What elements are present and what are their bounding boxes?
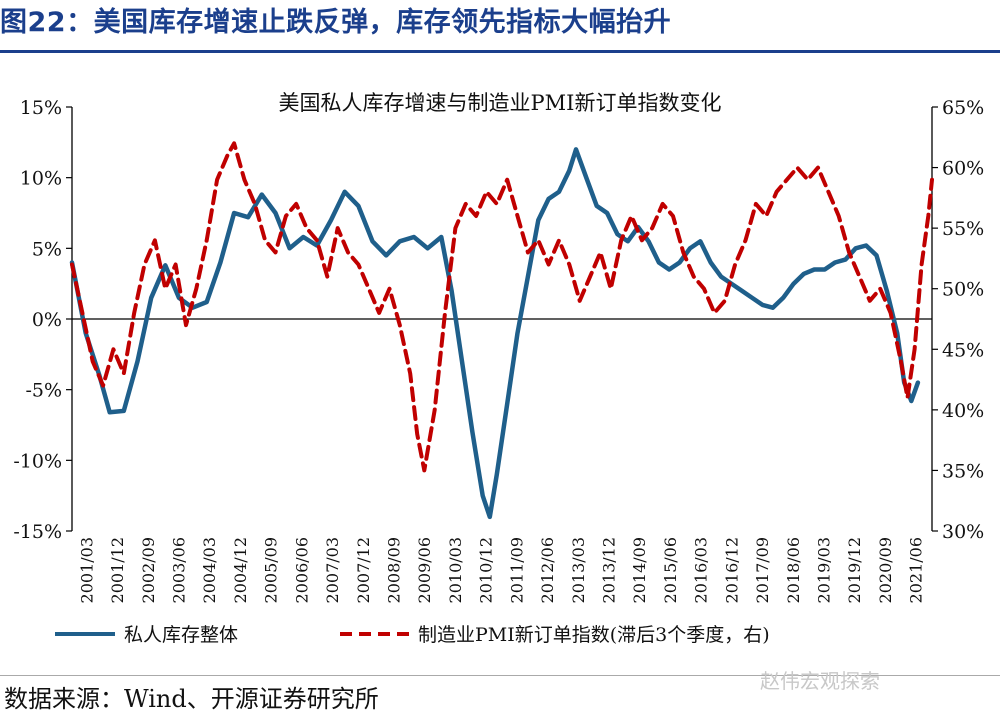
x-tick-label: 2015/06 — [661, 537, 680, 603]
x-tick-label: 2007/03 — [323, 537, 342, 603]
right-tick-label: 55% — [942, 218, 984, 240]
right-tick-label: 50% — [942, 279, 984, 301]
x-tick-label: 2017/09 — [753, 537, 772, 603]
footer-rule — [0, 675, 1000, 676]
right-tick-label: 45% — [942, 339, 984, 361]
legend-label-pmi: 制造业PMI新订单指数(滞后3个季度，右) — [418, 624, 770, 646]
x-tick-label: 2016/03 — [692, 537, 711, 603]
x-tick-label: 2011/09 — [507, 537, 526, 603]
x-tick-label: 2018/06 — [784, 537, 803, 603]
x-tick-label: 2010/12 — [477, 537, 496, 603]
x-tick-label: 2001/12 — [108, 537, 127, 603]
watermark: 赵伟宏观探索 — [760, 669, 880, 693]
x-tick-label: 2004/03 — [200, 537, 219, 603]
x-tick-label: 2016/12 — [722, 537, 741, 603]
x-tick-label: 2009/06 — [415, 537, 434, 603]
source-note: 数据来源：Wind、开源证券研究所 — [4, 685, 379, 713]
chart-title: 美国私人库存增速与制造业PMI新订单指数变化 — [279, 91, 722, 115]
x-tick-label: 2006/06 — [292, 537, 311, 603]
left-tick-label: 0% — [32, 309, 62, 331]
x-tick-label: 2010/03 — [446, 537, 465, 603]
x-tick-label: 2004/12 — [231, 537, 250, 603]
left-tick-label: -10% — [13, 450, 62, 472]
title-rule — [0, 50, 1000, 53]
x-tick-label: 2012/06 — [538, 537, 557, 603]
x-tick-label: 2019/12 — [845, 537, 864, 603]
x-axis-labels: 2001/03 2001/12 2002/09 2003/06 2004/03 2004/… — [77, 537, 925, 603]
left-tick-label: -15% — [13, 521, 62, 543]
x-tick-label: 2013/12 — [600, 537, 619, 603]
x-tick-label: 2001/03 — [77, 537, 96, 603]
x-tick-label: 2019/03 — [815, 537, 834, 603]
left-tick-label: 15% — [20, 97, 62, 119]
x-tick-label: 2021/06 — [907, 537, 926, 603]
left-tick-label: -5% — [25, 380, 62, 402]
right-tick-label: 65% — [942, 97, 984, 119]
right-tick-label: 30% — [942, 521, 984, 543]
series-line-inventory — [69, 147, 921, 520]
x-tick-label: 2020/09 — [876, 537, 895, 603]
x-tick-label: 2002/09 — [139, 537, 158, 603]
left-tick-label: 10% — [20, 168, 62, 190]
right-tick-label: 60% — [942, 158, 984, 180]
x-tick-label: 2014/09 — [630, 537, 649, 603]
right-tick-label: 35% — [942, 460, 984, 482]
x-tick-label: 2008/09 — [385, 537, 404, 603]
series-line-pmi — [70, 141, 934, 473]
axes: 15% 10% 5% 0% -5% -10% -15% 65% 60% 55% 50% 45% 40% 3… — [13, 97, 984, 543]
legend-label-inventory: 私人库存整体 — [124, 624, 238, 646]
chart: 美国私人库存增速与制造业PMI新订单指数变化 15% 10% 5% 0% -5% -10%… — [13, 91, 984, 646]
figure-title: 图22：美国库存增速止跌反弹，库存领先指标大幅抬升 — [0, 7, 672, 38]
legend: 私人库存整体 制造业PMI新订单指数(滞后3个季度，右) — [55, 624, 770, 646]
x-tick-label: 2013/03 — [569, 537, 588, 603]
x-tick-label: 2003/06 — [170, 537, 189, 603]
x-tick-label: 2007/12 — [354, 537, 373, 603]
x-tick-label: 2005/09 — [262, 537, 281, 603]
left-tick-label: 5% — [32, 238, 62, 260]
plot-area — [69, 141, 934, 520]
right-tick-label: 40% — [942, 400, 984, 422]
